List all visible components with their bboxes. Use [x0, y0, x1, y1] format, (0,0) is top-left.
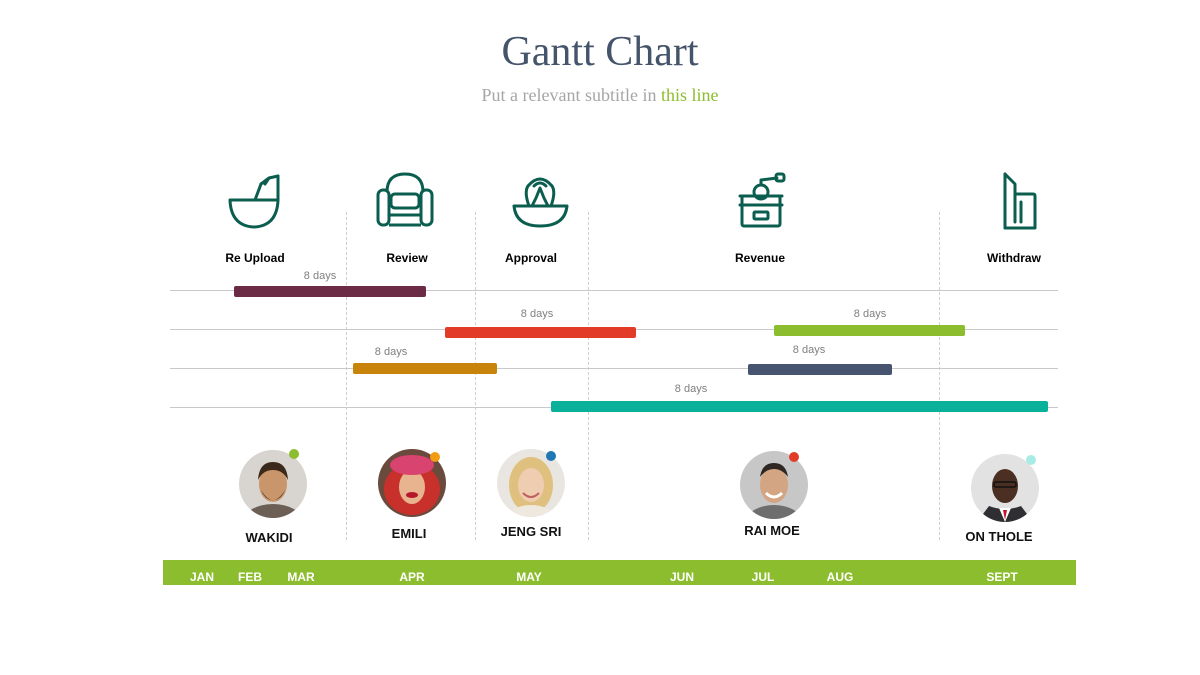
month-may: MAY: [516, 570, 542, 584]
subtitle-prefix: Put a relevant subtitle in: [481, 85, 661, 105]
status-dot: [289, 449, 299, 459]
task-duration-label: 8 days: [303, 270, 337, 282]
avatar: [378, 449, 446, 517]
task-bar: [748, 364, 892, 375]
task-bar: [445, 327, 636, 338]
armchair-icon: [375, 170, 435, 230]
task-duration-label: 8 days: [674, 383, 708, 395]
juicer-icon: [510, 170, 570, 230]
task-bar: [353, 363, 497, 374]
separator-line: [588, 212, 589, 540]
person-name-rai-moe: RAI MOE: [744, 523, 800, 538]
status-dot: [789, 452, 799, 462]
iron-icon: [985, 170, 1045, 230]
person-name-jeng-sri: JENG SRI: [500, 524, 562, 539]
avatar: [497, 449, 565, 517]
stage-label-re-upload: Re Upload: [225, 251, 285, 265]
month-feb: FEB: [238, 570, 262, 584]
separator-line: [475, 212, 476, 540]
month-band: [163, 560, 1076, 585]
task-duration-label: 8 days: [792, 344, 826, 356]
person-name-wakidi: WAKIDI: [245, 530, 293, 545]
task-duration-label: 8 days: [853, 308, 887, 320]
status-dot: [1026, 455, 1036, 465]
row-line: [170, 290, 1058, 291]
task-duration-label: 8 days: [520, 308, 554, 320]
bowl-icon: [225, 170, 285, 230]
month-jan: JAN: [189, 570, 214, 584]
page-subtitle: Put a relevant subtitle in this line: [0, 85, 1200, 106]
avatar: [740, 451, 808, 519]
month-mar: MAR: [287, 570, 315, 584]
separator-line: [346, 212, 347, 540]
avatar: [239, 450, 307, 518]
status-dot: [546, 451, 556, 461]
person-name-emili: EMILI: [391, 526, 427, 541]
person-name-on-thole: ON THOLE: [965, 529, 1033, 544]
month-aug: AUG: [826, 570, 854, 584]
task-bar: [774, 325, 965, 336]
coffee-grinder-icon: [732, 170, 792, 230]
task-duration-label: 8 days: [374, 346, 408, 358]
task-bar: [234, 286, 426, 297]
separator-line: [939, 212, 940, 540]
task-bar: [551, 401, 1048, 412]
row-line: [170, 368, 1058, 369]
page-title: Gantt Chart: [501, 29, 699, 75]
month-jun: JUN: [669, 570, 694, 584]
stage-label-review: Review: [386, 251, 428, 265]
month-apr: APR: [399, 570, 425, 584]
avatar: [971, 454, 1039, 522]
stage-label-approval: Approval: [504, 251, 557, 265]
subtitle-accent: this line: [660, 85, 719, 105]
stage-label-revenue: Revenue: [734, 251, 786, 265]
month-sept: SEPT: [986, 570, 1018, 584]
stage-label-withdraw: Withdraw: [987, 251, 1041, 265]
month-jul: JUL: [751, 570, 775, 584]
status-dot: [430, 452, 440, 462]
